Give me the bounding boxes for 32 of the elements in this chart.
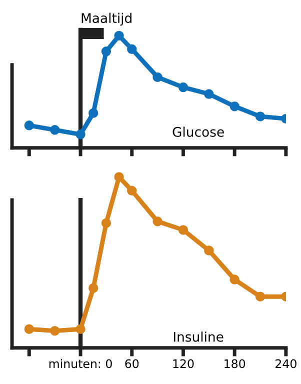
x-tick-label: 240 [276,359,296,368]
annotation: Glucose [172,126,224,137]
x-tick-label: minuten: 0 [49,359,112,368]
point [88,283,98,293]
point [114,30,124,41]
annotation: Insuline [174,332,224,342]
x-tick-label: 60 [125,359,139,368]
point [204,246,214,256]
point [114,172,124,182]
point [230,274,240,284]
point [152,216,162,226]
point [88,108,98,118]
point [255,292,266,302]
point [76,130,86,140]
point [255,112,266,122]
x-tick-label: 180 [224,359,246,368]
point [50,125,60,135]
ref-line-label: Maaltijd [82,12,132,26]
point [127,44,137,54]
point [152,72,162,82]
point [101,218,112,228]
x-tick-label: 120 [173,359,194,368]
point [101,46,112,56]
point [127,186,137,196]
point [76,324,86,334]
point [24,120,34,130]
point [24,324,34,334]
point [178,82,188,92]
point [230,101,240,112]
point [204,89,214,99]
point [50,326,60,336]
point [178,225,188,235]
